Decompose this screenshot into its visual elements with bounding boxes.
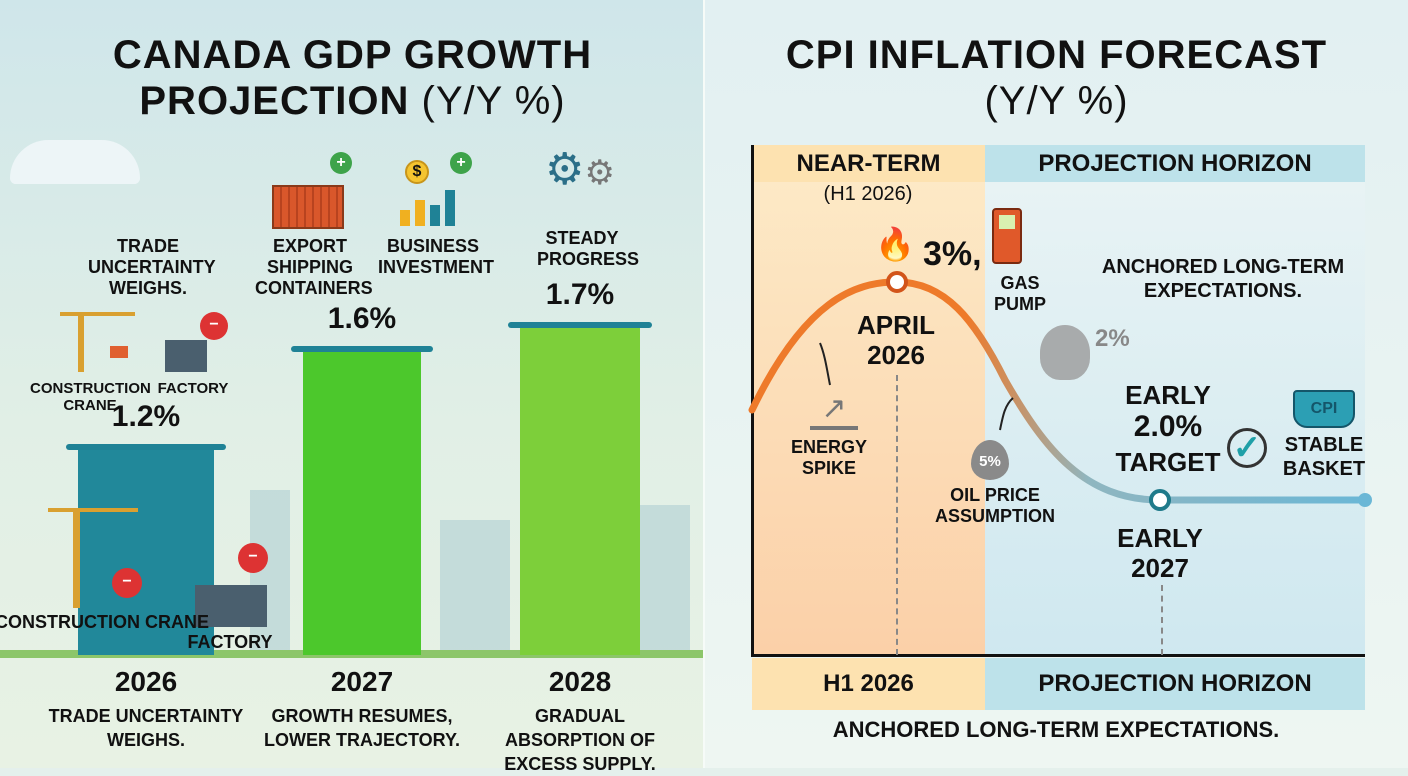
near-term-region bbox=[752, 145, 985, 655]
peak-label-1: APRIL bbox=[857, 310, 935, 340]
skyline bbox=[640, 505, 690, 655]
bar-2026 bbox=[78, 448, 214, 655]
bar-description: GRADUAL ABSORPTION OF EXCESS SUPPLY. bbox=[504, 706, 656, 774]
stable-basket-label: STABLE BASKET bbox=[1282, 434, 1366, 480]
near-term-sub: (H1 2026) bbox=[823, 183, 913, 205]
plus-icon: + bbox=[330, 152, 352, 174]
check-icon: ✓ bbox=[1227, 428, 1267, 468]
gdp-title: CANADA GDP GROWTH PROJECTION (Y/Y %) bbox=[0, 32, 705, 124]
bar-value-label: 1.2% bbox=[111, 400, 181, 433]
cpi-title: CPI INFLATION FORECAST (Y/Y %) bbox=[705, 32, 1408, 124]
plus-icon: + bbox=[450, 152, 472, 174]
oil-drop-icon: 5% bbox=[971, 440, 1009, 480]
cpi-title-unit: (Y/Y %) bbox=[984, 79, 1129, 123]
april-guide-line bbox=[896, 375, 898, 655]
steady-annotation: STEADY PROGRESS bbox=[537, 228, 640, 269]
target-label: TARGET bbox=[1115, 447, 1221, 477]
early-2027-label-2: 2027 bbox=[1131, 553, 1189, 583]
export-annotation: EXPORT SHIPPING CONTAINERS bbox=[255, 236, 373, 298]
construction-crane-icon bbox=[48, 508, 138, 608]
business-annotation: BUSINESS INVESTMENT bbox=[378, 236, 495, 277]
skyline bbox=[440, 520, 510, 655]
early-label: EARLY bbox=[1125, 380, 1211, 410]
minus-icon: − bbox=[200, 312, 228, 340]
oil-arrow bbox=[999, 397, 1014, 431]
bar-2027 bbox=[303, 350, 421, 655]
energy-arrow bbox=[819, 342, 831, 386]
bar-description: TRADE UNCERTAINTY WEIGHS. bbox=[48, 706, 244, 750]
bottom-projection-band: PROJECTION HORIZON bbox=[985, 658, 1365, 710]
minus-icon: − bbox=[238, 543, 268, 573]
crane-label-bottom: CONSTRUCTION CRANE bbox=[0, 612, 209, 632]
bar-cap bbox=[508, 321, 652, 328]
gas-flame-icon bbox=[1040, 325, 1090, 380]
gas-pct: 2% bbox=[1095, 325, 1130, 352]
peak-label-2: 2026 bbox=[867, 340, 925, 370]
anchored-annotation: ANCHORED LONG-TERM EXPECTATIONS. bbox=[1101, 256, 1345, 302]
x-tick-label: 2028 bbox=[548, 666, 612, 697]
investment-chart-icon: $ bbox=[395, 160, 460, 228]
panel-divider bbox=[703, 0, 706, 768]
cloud-icon bbox=[10, 140, 140, 184]
shipping-container-icon bbox=[272, 185, 344, 229]
gdp-title-line2: PROJECTION bbox=[139, 79, 410, 123]
trade-annotation: TRADE UNCERTAINTY WEIGHS. bbox=[88, 236, 216, 298]
factory-icon bbox=[165, 340, 207, 372]
minus-icon: − bbox=[112, 568, 142, 598]
bar-cap bbox=[66, 444, 226, 450]
footer-text: ANCHORED LONG-TERM EXPECTATIONS. bbox=[832, 717, 1280, 742]
peak-value: 3%, bbox=[923, 235, 982, 273]
oil-price-label: OIL PRICE ASSUMPTION bbox=[934, 485, 1055, 526]
gears-icon: ⚙⚙ bbox=[545, 145, 615, 194]
early-2027-label-1: EARLY bbox=[1117, 523, 1203, 553]
y-axis bbox=[751, 145, 754, 657]
bottom-h1-band: H1 2026 bbox=[752, 658, 985, 710]
cpi-point bbox=[1149, 489, 1171, 511]
cpi-basket-icon: CPI bbox=[1293, 390, 1355, 428]
x-axis bbox=[751, 654, 1365, 657]
cpi-curve bbox=[748, 278, 1369, 504]
crane-label: CONSTRUCTION CRANE bbox=[30, 380, 151, 414]
x-tick-label: 2026 bbox=[114, 666, 178, 697]
gdp-title-line1: CANADA GDP GROWTH bbox=[112, 33, 593, 77]
cpi-curve-svg bbox=[748, 271, 1372, 511]
bar-value-label: 1.7% bbox=[545, 277, 615, 311]
near-term-header: NEAR-TERM bbox=[752, 145, 985, 182]
cpi-panel: CPI INFLATION FORECAST (Y/Y %) NEAR-TERM… bbox=[705, 0, 1408, 768]
gas-pump-label: GAS PUMP bbox=[993, 273, 1046, 314]
factory-label-bottom: FACTORY bbox=[187, 632, 273, 652]
gdp-title-unit: (Y/Y %) bbox=[421, 79, 566, 123]
factory-icon bbox=[195, 585, 267, 627]
early-2027-guide-line bbox=[1161, 585, 1163, 655]
bar-cap bbox=[291, 346, 433, 352]
cpi-point bbox=[886, 271, 908, 293]
bar-description: GROWTH RESUMES, LOWER TRAJECTORY. bbox=[263, 706, 460, 750]
gdp-panel: CANADA GDP GROWTH PROJECTION (Y/Y %) + $… bbox=[0, 0, 705, 774]
cpi-line-end bbox=[1358, 493, 1372, 507]
bar-2028 bbox=[520, 325, 640, 655]
construction-crane-icon bbox=[60, 312, 135, 372]
x-tick-label: 2027 bbox=[330, 666, 394, 697]
energy-spike-label: ENERGY SPIKE bbox=[790, 437, 868, 478]
projection-header: PROJECTION HORIZON bbox=[985, 145, 1365, 182]
target-value: 2.0% bbox=[1133, 410, 1203, 443]
energy-spike-icon: ↗ bbox=[810, 390, 858, 430]
bar-value-label: 1.6% bbox=[327, 302, 397, 335]
cpi-title-line1: CPI INFLATION FORECAST bbox=[785, 33, 1328, 77]
fire-icon: 🔥 bbox=[875, 226, 915, 262]
factory-label: FACTORY bbox=[157, 380, 229, 397]
gas-pump-icon bbox=[992, 208, 1022, 264]
